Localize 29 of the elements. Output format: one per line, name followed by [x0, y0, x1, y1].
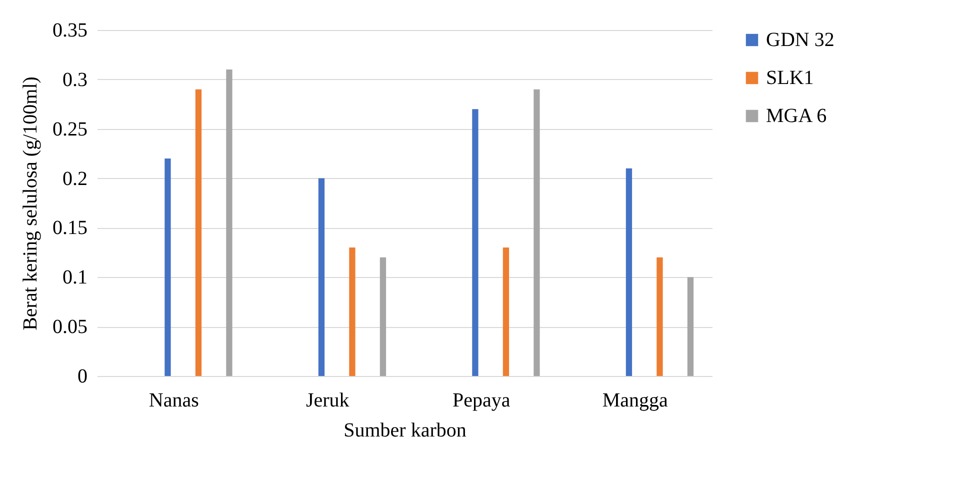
y-tick-label: 0.35	[52, 20, 88, 42]
bar	[656, 257, 663, 376]
x-tick-label: Jeruk	[306, 390, 350, 412]
x-axis-title: Sumber karbon	[344, 420, 466, 442]
bar	[534, 89, 540, 376]
x-tick-label: Pepaya	[452, 390, 510, 412]
x-tick-label: Nanas	[148, 390, 200, 412]
legend-label: MGA 6	[766, 105, 827, 127]
legend-label: GDN 32	[766, 29, 834, 51]
bar	[687, 277, 694, 376]
bar	[502, 247, 510, 376]
bar	[349, 247, 356, 376]
y-axis-title: Berat kering selulosa (g/100ml)	[20, 76, 42, 330]
y-tick-label: 0.3	[62, 68, 88, 91]
legend-label: SLK1	[766, 67, 814, 89]
bar	[226, 70, 232, 376]
y-tick-label: 0.1	[62, 266, 88, 289]
bar	[318, 178, 325, 376]
y-tick-label: 0.2	[62, 168, 88, 190]
bar	[164, 158, 171, 376]
bar	[380, 257, 386, 376]
y-tick-label: 0.05	[52, 316, 88, 338]
x-tick-label: Mangga	[602, 390, 668, 412]
bar	[472, 109, 478, 376]
y-tick-label: 0	[78, 366, 88, 388]
bar	[626, 168, 632, 376]
y-tick-label: 0.15	[52, 217, 88, 240]
y-tick-label: 0.25	[52, 118, 88, 140]
bar	[195, 89, 202, 376]
